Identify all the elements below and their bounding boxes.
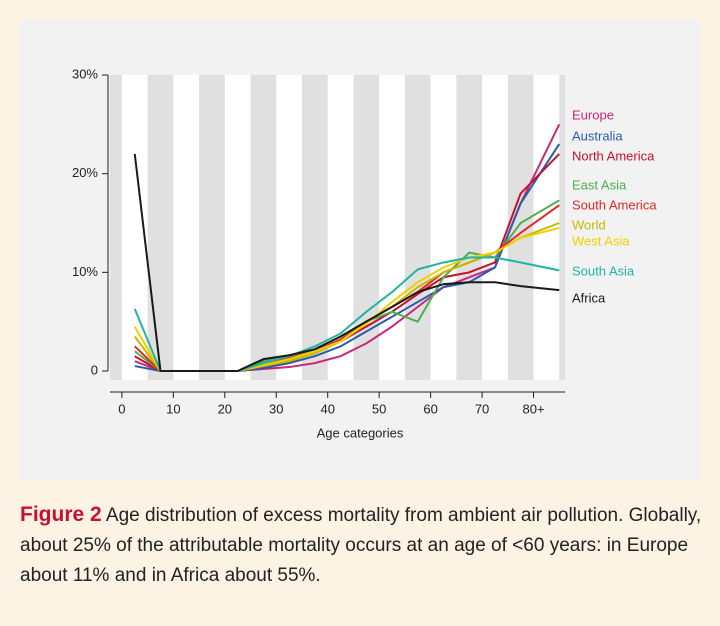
legend-label: South Asia bbox=[572, 263, 635, 278]
y-tick-label: 0 bbox=[91, 362, 98, 377]
caption-text: Age distribution of excess mortality fro… bbox=[20, 505, 702, 586]
legend-label: Australia bbox=[572, 128, 623, 143]
legend-label: World bbox=[572, 217, 606, 232]
x-tick-label: 40 bbox=[320, 401, 334, 416]
legend-label: West Asia bbox=[572, 233, 630, 248]
x-tick-label: 20 bbox=[218, 401, 232, 416]
x-tick-label: 10 bbox=[166, 401, 180, 416]
y-tick-label: 10% bbox=[72, 264, 98, 279]
stripe bbox=[482, 75, 508, 380]
stripe bbox=[224, 75, 251, 380]
caption-label: Figure 2 bbox=[20, 503, 102, 526]
legend-label: South America bbox=[572, 197, 657, 212]
stripe bbox=[327, 75, 354, 380]
legend-label: Africa bbox=[572, 290, 606, 305]
stripe bbox=[173, 75, 200, 380]
y-tick-label: 30% bbox=[72, 66, 98, 81]
series-line bbox=[133, 153, 560, 372]
y-tick-label: 20% bbox=[72, 165, 98, 180]
x-tick-label: 60 bbox=[423, 401, 437, 416]
stripe bbox=[276, 75, 302, 380]
x-axis-label: Age categories bbox=[317, 425, 404, 440]
legend-label: North America bbox=[572, 148, 655, 163]
x-tick-label: 70 bbox=[475, 401, 489, 416]
x-tick-label: 30 bbox=[269, 401, 283, 416]
stripe bbox=[379, 75, 405, 380]
x-tick-label: 80+ bbox=[522, 401, 544, 416]
legend-label: East Asia bbox=[572, 177, 627, 192]
stripe bbox=[430, 75, 457, 380]
legend-label: Europe bbox=[572, 107, 614, 122]
x-tick-label: 50 bbox=[372, 401, 386, 416]
chart: Age categories 0 10 20 30 40 50 60 70 80+ 0 10% 20%… bbox=[72, 66, 657, 440]
x-tick-label: 0 bbox=[118, 401, 125, 416]
caption: Figure 2 Age distribution of excess mort… bbox=[20, 500, 710, 591]
